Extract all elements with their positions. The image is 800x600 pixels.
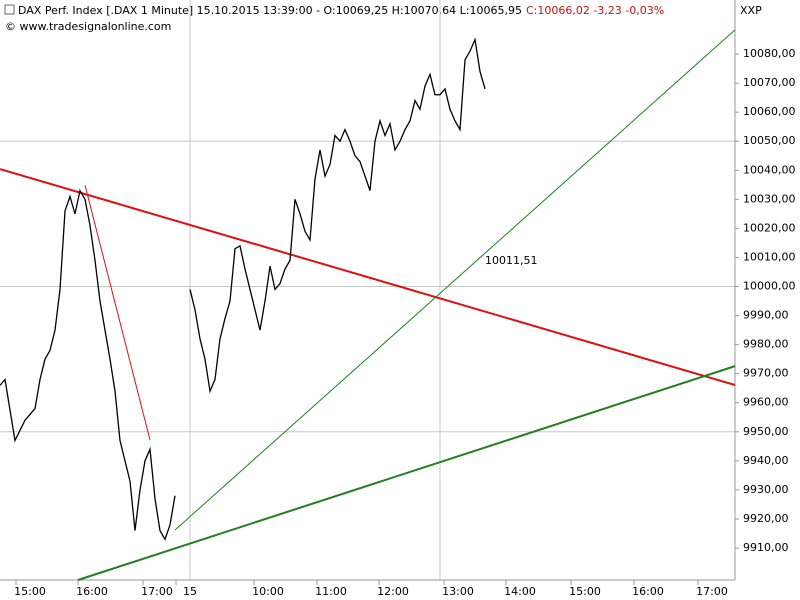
trend-line	[0, 168, 736, 386]
x-tick-label: 10:00	[252, 585, 284, 598]
y-tick-label: 10050,00	[743, 134, 796, 147]
x-tick-label: 11:00	[315, 585, 347, 598]
chart-title: DAX Perf. Index [.DAX 1 Minute] 15.10.20…	[18, 4, 664, 17]
y-tick-label: 10070,00	[743, 76, 796, 89]
y-tick-label: 9910,00	[743, 541, 789, 554]
subtitle: © www.tradesignalonline.com	[5, 20, 171, 33]
x-tick-label: 15:00	[14, 585, 46, 598]
corner-label: XXP	[740, 4, 762, 17]
y-tick-label: 10010,00	[743, 250, 796, 263]
x-tick-label: 16:00	[76, 585, 108, 598]
y-tick-label: 10030,00	[743, 192, 796, 205]
x-tick-label: 15:00	[569, 585, 601, 598]
icon	[4, 4, 15, 15]
x-tick-label: 14:00	[504, 585, 536, 598]
y-tick-label: 9930,00	[743, 483, 789, 496]
y-tick-label: 9960,00	[743, 396, 789, 409]
title-main: DAX Perf. Index [.DAX 1 Minute] 15.10.20…	[18, 4, 522, 17]
x-tick-label: 15	[183, 585, 197, 598]
y-tick-label: 9980,00	[743, 338, 789, 351]
y-tick-label: 10080,00	[743, 47, 796, 60]
x-tick-label: 13:00	[442, 585, 474, 598]
y-tick-label: 9970,00	[743, 367, 789, 380]
y-tick-label: 10040,00	[743, 163, 796, 176]
price-line	[0, 37, 486, 541]
x-tick-label: 17:00	[141, 585, 173, 598]
trend-line	[84, 184, 151, 441]
annotation: 10011,51	[485, 254, 538, 267]
trend-line	[77, 365, 736, 581]
y-tick-label: 9950,00	[743, 425, 789, 438]
y-tick-label: 9920,00	[743, 512, 789, 525]
title-change: C:10066,02 -3,23 -0,03%	[526, 4, 664, 17]
y-tick-label: 10060,00	[743, 105, 796, 118]
y-tick-label: 10000,00	[743, 280, 796, 293]
trend-line	[174, 29, 736, 531]
x-tick-label: 17:00	[696, 585, 728, 598]
y-tick-label: 10020,00	[743, 221, 796, 234]
y-tick-label: 9940,00	[743, 454, 789, 467]
y-tick-label: 9990,00	[743, 309, 789, 322]
x-tick-label: 12:00	[377, 585, 409, 598]
x-tick-label: 16:00	[632, 585, 664, 598]
